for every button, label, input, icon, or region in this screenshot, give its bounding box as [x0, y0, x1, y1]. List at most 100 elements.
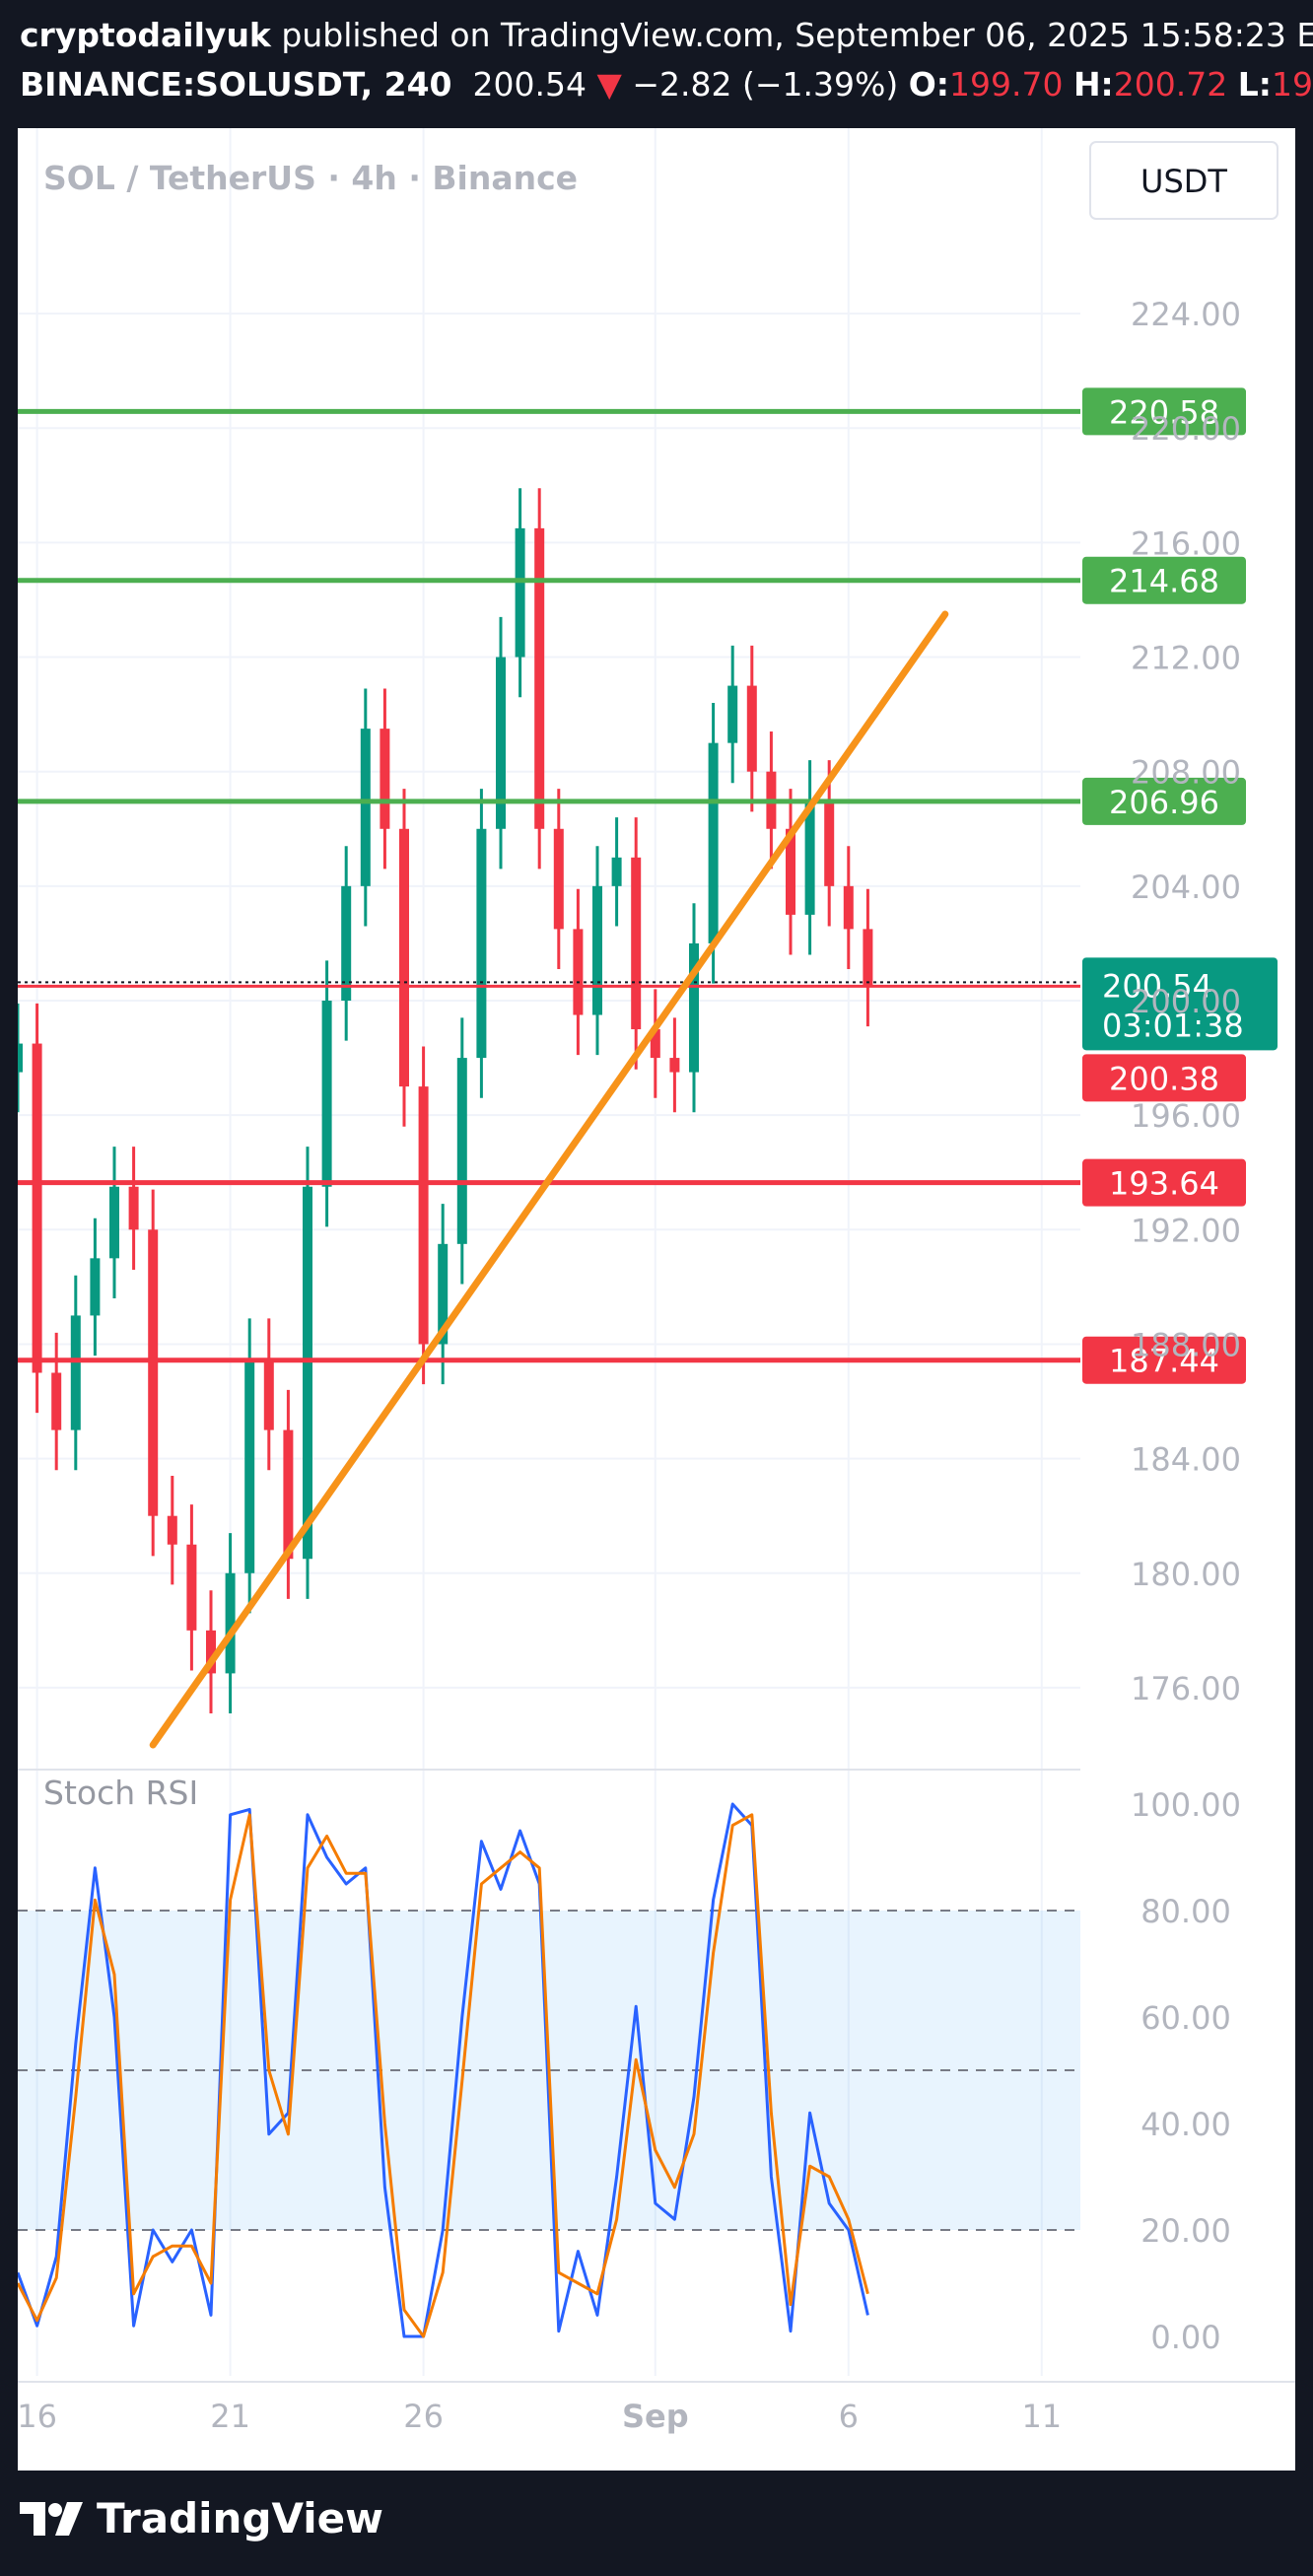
price-tick-label: 212.00: [1131, 640, 1241, 677]
quote-line: BINANCE:SOLUSDT, 240 200.54 ▼ −2.82 (−1.…: [20, 65, 1313, 104]
candle-body: [534, 527, 545, 829]
price-tick-label: 208.00: [1131, 754, 1241, 792]
candle-body: [90, 1258, 101, 1316]
candle-body: [186, 1544, 197, 1631]
change-arrow-icon: ▼: [596, 65, 622, 104]
level-label-box: [1082, 387, 1246, 436]
candle-body: [456, 1058, 467, 1244]
price-change: −2.82 (−1.39%): [632, 65, 899, 104]
candle-body: [746, 685, 757, 772]
candle-body: [32, 1043, 42, 1373]
candle-body: [206, 1630, 216, 1674]
open-value: 199.70: [948, 65, 1064, 104]
symbol-label: BINANCE:SOLUSDT, 240: [20, 65, 452, 104]
candle-body: [631, 857, 642, 1030]
price-tick-label: 176.00: [1131, 1670, 1241, 1707]
level-label-box: [1082, 556, 1246, 604]
currency-label[interactable]: USDT: [1140, 163, 1227, 200]
price-tick-label: 200.00: [1131, 983, 1241, 1020]
candle-body: [727, 685, 738, 743]
indicator-title[interactable]: Stoch RSI: [43, 1774, 198, 1812]
chart-canvas[interactable]: 220.58 214.68 206.96 193.64 187.44 200.5403:0…: [13, 128, 1295, 2471]
candle-body: [611, 857, 622, 886]
author-name[interactable]: cryptodailyuk: [20, 16, 271, 54]
time-tick-label: 26: [403, 2398, 444, 2435]
price-tick-label: 184.00: [1131, 1441, 1241, 1479]
candle-body: [804, 800, 815, 915]
candle-body: [51, 1372, 62, 1430]
level-label-box: [1082, 1336, 1246, 1384]
rsi-tick-label: 100.00: [1131, 1786, 1241, 1824]
candle-body: [283, 1429, 294, 1560]
candle-body: [438, 1243, 449, 1345]
candle-body: [843, 885, 854, 930]
open-label: O:: [908, 65, 949, 104]
price-tick-label: 220.00: [1131, 410, 1241, 448]
candle-body: [70, 1315, 81, 1430]
candle-body: [399, 828, 409, 1087]
level-label-box: [1082, 777, 1246, 825]
level-label: 193.64: [1109, 1165, 1219, 1203]
publish-info: published on TradingView.com, September …: [281, 16, 1313, 54]
chart-title: SOL / TetherUS · 4h · Binance: [43, 159, 578, 197]
candle-body: [863, 929, 873, 987]
candle-body: [689, 942, 699, 1073]
prev-close-label: 200.38: [1109, 1060, 1219, 1097]
candle-body: [321, 1001, 332, 1187]
candle-body: [148, 1229, 159, 1516]
currency-button[interactable]: [1089, 141, 1278, 220]
level-label: 187.44: [1109, 1343, 1219, 1380]
time-tick-label: 6: [839, 2398, 859, 2435]
candle-body: [824, 800, 835, 886]
candle-body: [418, 1086, 429, 1345]
candle-body: [380, 729, 390, 829]
candle-body: [515, 527, 525, 658]
price-tick-label: 196.00: [1131, 1097, 1241, 1135]
candle-body: [573, 929, 584, 1015]
price-tick-label: 204.00: [1131, 869, 1241, 906]
candle-body: [167, 1515, 177, 1545]
rsi-tick-label: 20.00: [1140, 2212, 1231, 2250]
chart-panel[interactable]: 220.58 214.68 206.96 193.64 187.44 200.54 03:0…: [13, 128, 1295, 2471]
rsi-tick-label: 40.00: [1140, 2106, 1231, 2143]
candle-body: [786, 828, 795, 915]
candle-body: [341, 885, 352, 1001]
price-tick-label: 192.00: [1131, 1212, 1241, 1249]
candle-body: [496, 657, 506, 829]
candle-body: [553, 828, 564, 930]
candle-body: [303, 1186, 312, 1560]
time-tick-label: 11: [1021, 2398, 1062, 2435]
candle-body: [360, 729, 371, 886]
trendline: [149, 610, 949, 1749]
price-tick-label: 224.00: [1131, 296, 1241, 333]
publish-line: cryptodailyuk published on TradingView.c…: [20, 16, 1313, 55]
candle-body: [669, 1058, 680, 1073]
candle-body: [263, 1358, 274, 1430]
low-value: 199.37: [1271, 65, 1313, 104]
level-label: 206.96: [1109, 784, 1219, 821]
countdown-label: 03:01:38: [1102, 1007, 1244, 1044]
candle-body: [650, 1029, 660, 1059]
prev-close-box: [1082, 1054, 1246, 1102]
candle-body: [225, 1572, 236, 1674]
level-label-box: [1082, 1158, 1246, 1207]
candle-body: [592, 885, 602, 1015]
tradingview-logo[interactable]: TradingView: [18, 2494, 383, 2542]
candle-body: [244, 1358, 255, 1573]
candle-body: [13, 1043, 23, 1073]
brand-name: TradingView: [97, 2494, 383, 2542]
candle-body: [708, 742, 719, 943]
last-price-box: [1082, 957, 1278, 1051]
tradingview-icon: [20, 2501, 83, 2536]
low-label: L:: [1237, 65, 1272, 104]
stoch-k-line: [16, 1802, 869, 2338]
level-label: 220.58: [1109, 393, 1219, 431]
high-value: 200.72: [1113, 65, 1228, 104]
candle-body: [128, 1186, 139, 1230]
level-label: 214.68: [1109, 563, 1219, 600]
price-tick-label: 188.00: [1131, 1326, 1241, 1363]
rsi-tick-label: 80.00: [1140, 1893, 1231, 1930]
candle-body: [476, 828, 487, 1059]
last-price: 200.54: [472, 65, 587, 104]
high-label: H:: [1072, 65, 1114, 104]
